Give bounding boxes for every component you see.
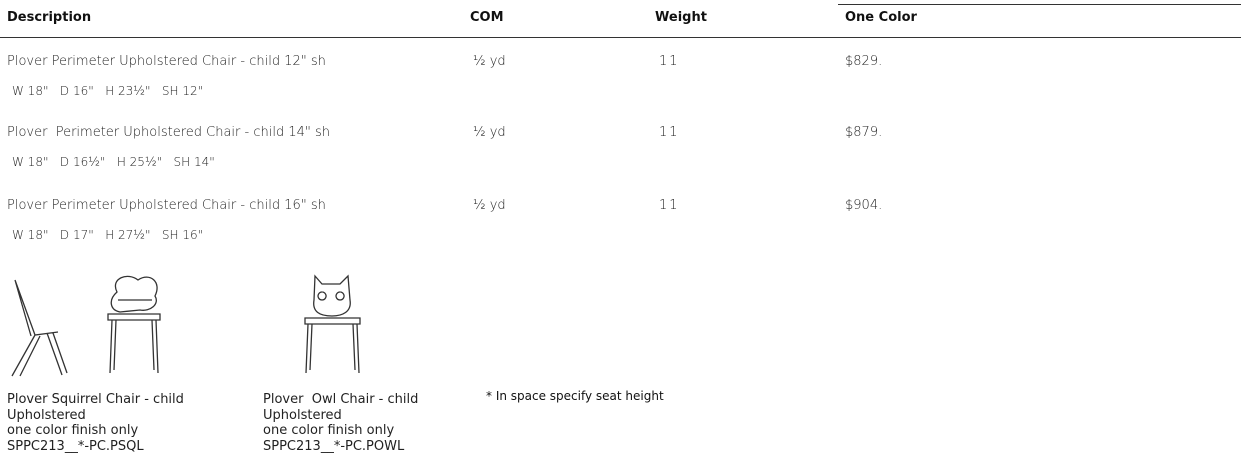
weight: 11 (659, 54, 680, 69)
header-cell: Weight (655, 10, 707, 25)
chair-drawings (11, 274, 361, 377)
product-caption: Plover Owl Chair - child Upholstered one c… (263, 392, 503, 454)
rule (0, 37, 1241, 38)
dimensions: W 18" D 16" H 23½" SH 12" (12, 84, 204, 98)
caption-line: Plover Squirrel Chair - child (7, 392, 184, 407)
caption-line: SPPC213__*-PC.PSQL (7, 438, 144, 454)
caption-line: Plover Owl Chair - child (263, 392, 419, 407)
price: $904. (845, 198, 883, 213)
header-cell: COM (470, 10, 504, 25)
description: Plover Perimeter Upholstered Chair - chi… (7, 198, 326, 213)
price: $829. (845, 54, 883, 69)
caption-line: Upholstered (7, 407, 86, 423)
com: ½ yd (473, 198, 506, 213)
product-caption: Plover Squirrel Chair - child Upholstered… (7, 392, 247, 454)
description: Plover Perimeter Upholstered Chair - chi… (7, 125, 331, 140)
caption-line: Upholstered (263, 407, 342, 423)
description: Plover Perimeter Upholstered Chair - chi… (7, 54, 326, 69)
caption-line: SPPC213__*-PC.POWL (263, 438, 405, 454)
caption-line: one color finish only (7, 423, 139, 438)
dimensions: W 18" D 17" H 27½" SH 16" (12, 228, 204, 242)
com: ½ yd (473, 125, 506, 140)
weight: 11 (659, 198, 680, 213)
price: $879. (845, 125, 883, 140)
caption-line: one color finish only (263, 423, 395, 438)
header-cell: One Color (845, 10, 917, 25)
weight: 11 (659, 125, 680, 140)
note: * In space specify seat height (486, 389, 664, 403)
header-cell: Description (7, 10, 92, 25)
dimensions: W 18" D 16½" H 25½" SH 14" (12, 155, 215, 169)
com: ½ yd (473, 54, 506, 69)
rule (838, 4, 1241, 5)
